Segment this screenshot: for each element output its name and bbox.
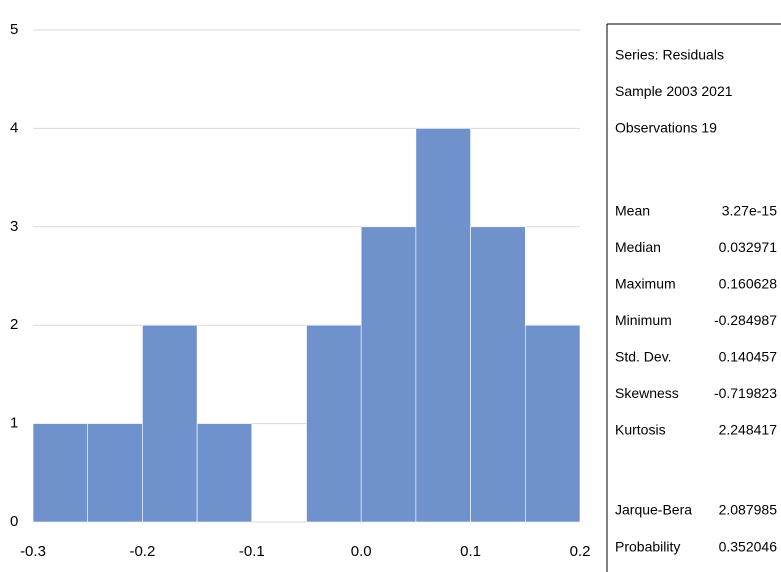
y-tick-label: 2 — [10, 316, 18, 333]
stat-value: 2.248417 — [719, 422, 778, 438]
stat-value: -0.284987 — [714, 312, 777, 328]
stats-header: Series: Residuals — [615, 47, 724, 63]
x-tick-label: 0.1 — [460, 543, 481, 560]
y-tick-label: 5 — [10, 21, 18, 38]
stat-label: Jarque-Bera — [615, 502, 692, 518]
bar — [87, 423, 143, 523]
stat-label: Median — [615, 239, 661, 255]
bar — [32, 423, 89, 523]
stat-value: 3.27e-15 — [722, 203, 777, 219]
stat-label: Maximum — [615, 276, 676, 292]
x-tick-label: -0.3 — [20, 543, 46, 560]
stat-value: 0.352046 — [719, 539, 778, 555]
stat-value: -0.719823 — [714, 385, 777, 401]
y-tick-label: 1 — [10, 415, 18, 432]
bar — [524, 324, 581, 523]
bar — [306, 324, 362, 523]
y-tick-label: 0 — [10, 513, 18, 530]
stats-header: Sample 2003 2021 — [615, 83, 733, 99]
y-tick-label: 4 — [10, 119, 18, 136]
stat-value: 0.140457 — [719, 349, 778, 365]
stat-label: Minimum — [615, 312, 672, 328]
stat-label: Skewness — [615, 385, 679, 401]
bar — [360, 226, 417, 523]
stat-label: Probability — [615, 539, 680, 555]
x-tick-label: -0.1 — [239, 543, 265, 560]
stat-value: 0.160628 — [719, 276, 778, 292]
bar — [196, 423, 253, 523]
stat-value: 2.087985 — [719, 502, 778, 518]
x-tick-label: 0.2 — [570, 543, 591, 560]
bar — [142, 324, 198, 523]
y-tick-label: 3 — [10, 218, 18, 235]
x-tick-label: 0.0 — [351, 543, 372, 560]
stats-panel: Series: Residuals Sample 2003 2021 Observa… — [615, 47, 777, 555]
stat-label: Kurtosis — [615, 422, 666, 438]
stat-label: Mean — [615, 203, 650, 219]
bar — [415, 128, 471, 523]
stats-header: Observations 19 — [615, 120, 717, 136]
stat-value: 0.032971 — [719, 239, 778, 255]
stat-label: Std. Dev. — [615, 349, 672, 365]
bar — [470, 226, 526, 523]
x-tick-label: -0.2 — [129, 543, 155, 560]
